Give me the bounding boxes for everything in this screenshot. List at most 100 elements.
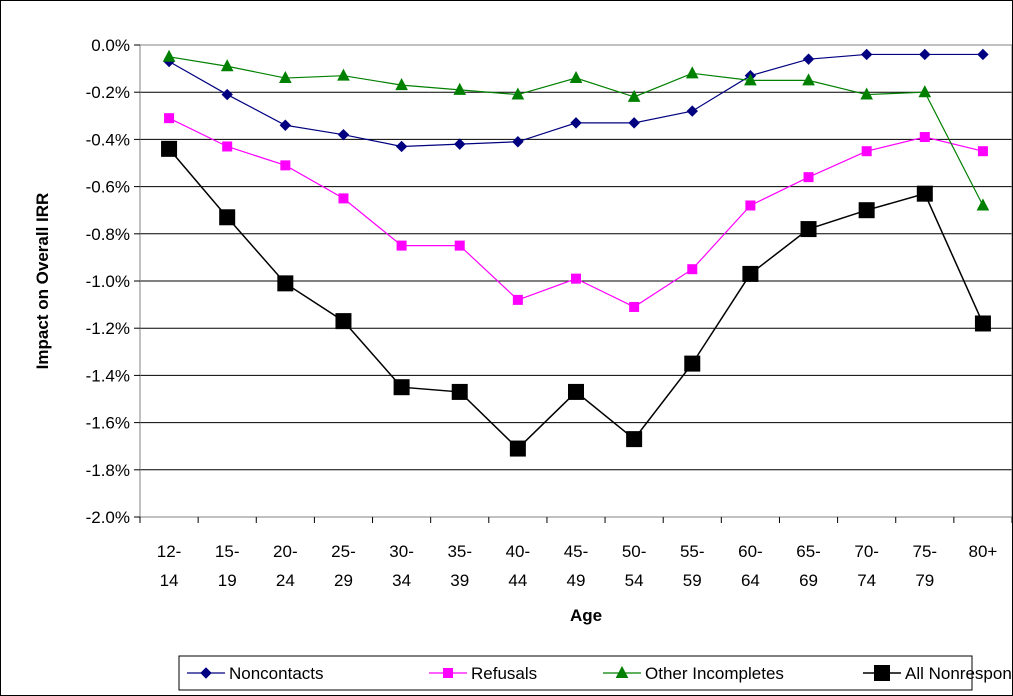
- x-tick-label: 30-34: [389, 542, 414, 590]
- data-point: [453, 82, 467, 95]
- data-point: [279, 70, 292, 84]
- y-tick-label: -1.0%: [86, 272, 130, 291]
- series-line: [168, 148, 984, 450]
- data-point: [222, 141, 233, 152]
- data-point: [396, 240, 407, 251]
- data-point: [337, 68, 350, 81]
- y-tick-label: -0.6%: [86, 178, 130, 197]
- legend-marker: [200, 667, 212, 679]
- y-tick-label: -1.4%: [86, 366, 130, 385]
- data-point: [685, 66, 699, 79]
- data-point: [918, 85, 932, 98]
- data-point: [976, 198, 990, 211]
- data-point: [570, 117, 582, 129]
- x-tick-label: 35-39: [447, 542, 472, 590]
- data-point: [571, 273, 581, 284]
- data-point: [337, 128, 350, 141]
- data-point: [802, 53, 815, 65]
- series-lines: [161, 48, 991, 457]
- data-point: [219, 209, 236, 226]
- legend: Noncontacts Refusals Other Incompletes All …: [178, 655, 1012, 691]
- data-point: [451, 383, 468, 400]
- data-point: [568, 383, 584, 400]
- data-point: [916, 185, 933, 202]
- data-point: [803, 172, 814, 183]
- x-tick-label: 25-29: [331, 542, 356, 590]
- data-point: [742, 265, 759, 282]
- data-point: [861, 146, 872, 157]
- legend-item: Refusals: [429, 664, 537, 683]
- x-tick-label: 45-49: [564, 542, 589, 590]
- data-point: [800, 221, 817, 238]
- legend-item: Noncontacts: [187, 664, 324, 683]
- y-tick-label: -0.8%: [86, 225, 130, 244]
- x-tick-label: 70-74: [854, 542, 879, 590]
- data-point: [919, 48, 931, 61]
- data-point: [511, 87, 525, 100]
- x-axis-title: Age: [570, 606, 602, 625]
- data-point: [860, 87, 873, 100]
- legend-item: Other Incompletes: [603, 664, 784, 683]
- x-tick-label: 40-44: [506, 542, 531, 590]
- data-point: [919, 132, 930, 143]
- legend-box: [178, 655, 973, 691]
- data-point: [512, 136, 524, 148]
- x-tick-label: 55-59: [680, 542, 705, 590]
- y-tick-label: 0.0%: [91, 36, 130, 55]
- data-point: [395, 78, 408, 91]
- legend-marker: [874, 665, 890, 681]
- data-point: [162, 49, 176, 62]
- series-noncontacts: [163, 48, 989, 153]
- x-tick-label: 75-79: [913, 542, 938, 590]
- data-point: [277, 275, 294, 292]
- data-point: [745, 200, 756, 211]
- legend-label: Noncontacts: [229, 664, 324, 683]
- data-point: [395, 140, 408, 153]
- data-point: [280, 160, 291, 171]
- data-point: [860, 48, 873, 61]
- y-tick-label: -0.2%: [86, 83, 130, 102]
- data-point: [279, 119, 292, 131]
- series-other-incompletes: [162, 49, 990, 211]
- data-point: [802, 73, 815, 86]
- data-point: [977, 48, 989, 61]
- y-tick-label: -0.4%: [86, 130, 130, 149]
- x-tick-label: 12-14: [157, 542, 182, 590]
- x-tick-label: 15-19: [215, 542, 240, 590]
- legend-marker: [615, 665, 629, 678]
- series-all-nonresponse: [161, 140, 991, 457]
- data-point: [393, 379, 410, 396]
- data-point: [628, 117, 640, 129]
- data-point: [509, 440, 526, 457]
- data-point: [338, 193, 349, 204]
- series-line: [168, 53, 983, 148]
- series-refusals: [164, 113, 988, 312]
- legend-label: Refusals: [471, 664, 537, 683]
- legend-label: Other Incompletes: [645, 664, 784, 683]
- data-point: [221, 88, 233, 101]
- data-point: [335, 313, 352, 330]
- data-point: [977, 146, 988, 157]
- legend-marker: [443, 668, 453, 678]
- data-point: [684, 355, 701, 372]
- data-point: [686, 105, 698, 117]
- data-point: [626, 431, 643, 448]
- data-point: [161, 140, 178, 157]
- x-tick-label: 65-69: [796, 542, 821, 590]
- data-point: [627, 89, 641, 102]
- x-tick-label: 20-24: [273, 542, 298, 590]
- data-point: [974, 315, 991, 332]
- y-tick-label: -1.8%: [86, 461, 130, 480]
- data-point: [858, 202, 875, 219]
- data-point: [454, 240, 465, 251]
- y-tick-label: -1.2%: [86, 319, 130, 338]
- data-point: [687, 264, 698, 275]
- legend-item: All Nonresponse: [863, 664, 1012, 683]
- data-point: [220, 59, 234, 72]
- x-axis-ticks: 12-14 15-19 20-24 25-29 30-34 35-39 40-44 45-49…: [139, 517, 1012, 590]
- legend-label: All Nonresponse: [905, 664, 1012, 683]
- data-point: [454, 138, 466, 150]
- y-tick-label: -1.6%: [86, 414, 130, 433]
